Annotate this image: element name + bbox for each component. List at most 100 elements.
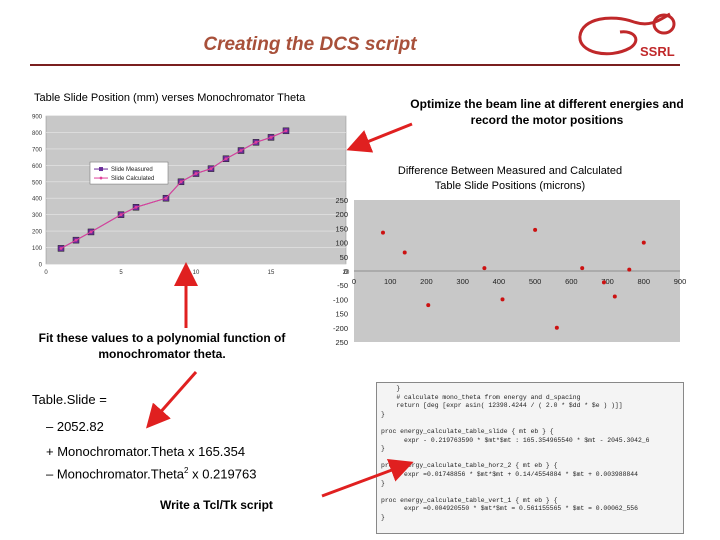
- chart2-title-line2: Table Slide Positions (microns): [434, 180, 586, 192]
- chart1-point-calculated: [194, 172, 198, 175]
- tcl-label: Write a Tcl/Tk script: [160, 498, 273, 512]
- chart2-point: [612, 294, 617, 299]
- equation-line4: – Monochromator.Theta2 x 0.219763: [46, 466, 256, 481]
- code-line: return [deg [expr asin( 12398.4244 / ( 2…: [381, 402, 623, 410]
- chart2-x-tick: 800: [638, 277, 651, 286]
- chart2-y-tick: 250: [335, 196, 348, 205]
- chart1-x-tick: 10: [193, 270, 200, 276]
- code-line: expr - 0.219763590 * $mt*$mt : 165.35496…: [381, 436, 650, 444]
- code-text: } # calculate mono_theta from energy and…: [377, 383, 683, 525]
- chart1-y-tick: 500: [32, 180, 43, 186]
- chart2-y-tick: -100: [333, 295, 348, 304]
- chart1-point-calculated: [134, 205, 138, 209]
- arrow-to-equation: [146, 371, 198, 429]
- chart1-point-calculated: [254, 140, 258, 144]
- chart2-point: [627, 267, 632, 272]
- equation-line3: + Monochromator.Theta x 165.354: [46, 444, 246, 459]
- chart1-legend: Slide Measured Slide Calculated: [89, 161, 169, 185]
- chart2-y-tick: 150: [335, 224, 348, 233]
- chart2-point: [500, 297, 505, 302]
- logo-text: SSRL: [640, 44, 675, 59]
- chart1-point-calculated: [239, 149, 243, 152]
- code-line: }: [381, 385, 401, 392]
- equation-line4-post: x 0.219763: [188, 466, 257, 482]
- chart1-x-tick: 15: [268, 270, 275, 276]
- code-line: proc energy_calculate_table_vert_1 { mt …: [381, 496, 558, 504]
- chart2-x-tick: 700: [601, 277, 614, 286]
- chart1-y-tick: 300: [32, 213, 43, 219]
- equation-line4-pre: – Monochromator.Theta: [46, 466, 185, 482]
- chart1-point-calculated: [59, 246, 63, 250]
- chart2-y-tick: 250: [335, 338, 348, 347]
- code-line: [381, 454, 679, 463]
- equation-line2: – 2052.82: [46, 419, 104, 434]
- chart2-y-tick: -200: [333, 324, 348, 333]
- chart1-legend-label: Slide Measured: [111, 167, 153, 173]
- chart2-y-tick: 50: [340, 253, 348, 262]
- chart2-point: [380, 230, 385, 235]
- chart2-point: [402, 250, 407, 255]
- code-line: proc energy_calculate_table_slide { mt e…: [381, 427, 554, 435]
- chart1-y-tick: 400: [32, 197, 43, 203]
- chart1-legend-box: [89, 161, 169, 185]
- code-line: expr =0.01748856 * $mt*$mt + 0.14/455488…: [381, 470, 638, 478]
- code-line: [381, 488, 679, 497]
- code-line: # calculate mono_theta from energy and d…: [381, 393, 581, 401]
- code-line: }: [381, 479, 385, 487]
- chart1-y-tick: 900: [32, 115, 43, 121]
- chart2-title: Difference Between Measured and Calculat…: [360, 164, 660, 194]
- chart1-y-tick: 600: [32, 164, 43, 170]
- chart1-point-calculated: [179, 180, 183, 184]
- code-line: }: [381, 445, 385, 453]
- chart1-point-calculated: [209, 167, 213, 171]
- chart1-y-tick: 700: [32, 147, 43, 153]
- chart2-point: [533, 227, 538, 232]
- chart1-point-calculated: [164, 196, 168, 200]
- chart2-x-tick: 0: [352, 277, 356, 286]
- ssrl-logo: SSRL: [578, 12, 676, 59]
- chart2-point: [426, 303, 431, 308]
- chart2-x-tick: 500: [529, 277, 542, 286]
- chart2-point: [580, 266, 585, 271]
- code-line: [381, 419, 679, 428]
- chart1-legend-marker: [99, 167, 103, 172]
- chart2-x-tick: 900: [674, 277, 687, 286]
- code-line: }: [381, 513, 385, 521]
- code-line: }: [381, 410, 385, 418]
- chart2-point: [554, 325, 559, 330]
- code-line: proc energy_calculate_table_horz_2 { mt …: [381, 462, 558, 470]
- chart1-title: Table Slide Position (mm) verses Monochr…: [34, 92, 306, 104]
- chart2-y-tick: -50: [337, 281, 348, 290]
- chart2-x-tick: 200: [420, 277, 433, 286]
- title-divider: [30, 64, 680, 66]
- chart2-x-tick: 600: [565, 277, 578, 286]
- chart1-x-tick: 0: [44, 270, 48, 276]
- chart1-y-tick: 100: [32, 246, 43, 252]
- chart1-y-tick: 200: [32, 230, 43, 236]
- chart2-point: [601, 280, 606, 285]
- chart1-point-calculated: [89, 230, 93, 234]
- chart1-point-calculated: [74, 238, 78, 242]
- chart2-y-tick: 0: [344, 267, 348, 276]
- chart1-y-tick: 800: [32, 131, 43, 137]
- chart1-x-tick: 5: [119, 270, 123, 276]
- equation-line4-sup: 2: [184, 466, 189, 475]
- code-line: expr =0.004920550 * $mt*$mt = 0.56115556…: [381, 505, 638, 513]
- chart2-y-tick: 100: [335, 239, 348, 248]
- chart2-y-tick: 200: [335, 210, 348, 219]
- equation-line1: Table.Slide =: [32, 392, 107, 407]
- chart2-x-tick: 300: [456, 277, 469, 286]
- chart1: 900 800 700 600 500 400 300 200 100 0 0 5 10 15 20 Slid…: [32, 115, 350, 277]
- chart2-point: [641, 240, 646, 245]
- chart2-x-tick: 400: [493, 277, 506, 286]
- chart1-plot-area: [45, 115, 347, 265]
- chart1-x-tick: 20: [343, 270, 350, 276]
- chart1-legend-marker: [99, 176, 103, 180]
- optimize-callout: Optimize the beam line at different ener…: [410, 97, 684, 127]
- chart2-point: [482, 266, 487, 271]
- chart2-title-line1: Difference Between Measured and Calculat…: [397, 165, 623, 177]
- page-title: Creating the DCS script: [203, 34, 417, 55]
- chart1-point-calculated: [284, 129, 288, 133]
- chart1-point-calculated: [269, 135, 273, 139]
